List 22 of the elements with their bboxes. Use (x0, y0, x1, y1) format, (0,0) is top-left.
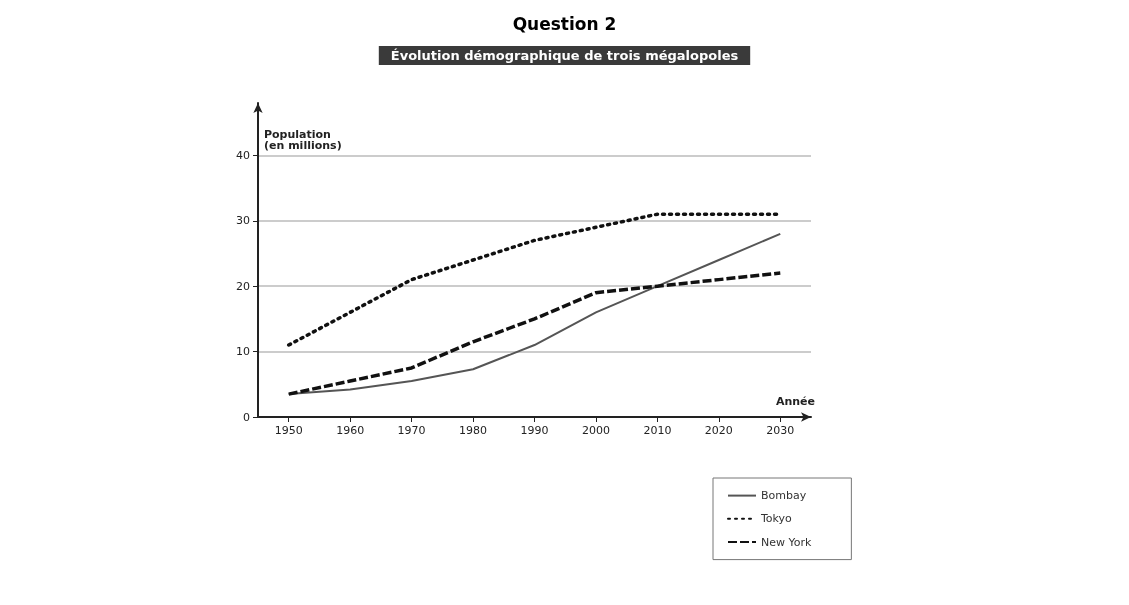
line-series (286, 271, 783, 396)
x-tick-label: 2030 (766, 424, 795, 437)
y-axis-title: Population (en millions) (264, 128, 342, 152)
legend-label: Bombay (761, 489, 807, 503)
chart-subtitle: Évolution démographique de trois mégalopoles (390, 48, 739, 63)
y-tick-label: 0 (243, 410, 250, 424)
y-tick-label: 20 (236, 279, 250, 293)
x-tick-label: 1970 (397, 424, 426, 437)
y-tick-label: 40 (236, 148, 250, 162)
x-axis-title: Année (775, 395, 815, 408)
x-tick-label: 2000 (581, 424, 610, 437)
x-tick-label: 2020 (704, 424, 733, 437)
legend-label: Tokyo (760, 512, 793, 526)
y-tick-label: 10 (236, 345, 250, 359)
x-tick-label: 1990 (520, 424, 549, 437)
x-tick-label: 2010 (643, 424, 672, 437)
x-tick-label: 1950 (274, 424, 303, 437)
chart-title: Question 2 (512, 13, 617, 34)
x-tick-label: 1960 (336, 424, 365, 437)
legend-label: New York (761, 535, 812, 549)
y-tick-label: 30 (236, 214, 250, 228)
x-tick-label: 1980 (459, 424, 488, 437)
